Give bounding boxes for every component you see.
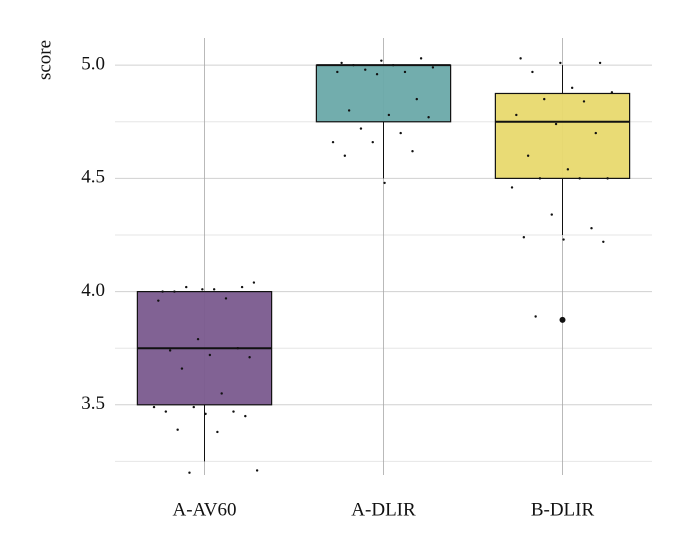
jitter-point bbox=[403, 70, 407, 74]
jitter-point bbox=[252, 281, 256, 284]
jitter-point bbox=[343, 154, 347, 157]
jitter-point bbox=[255, 469, 259, 472]
jitter-point bbox=[531, 70, 534, 74]
jitter-point bbox=[157, 299, 160, 302]
jitter-point bbox=[180, 367, 184, 370]
jitter-point bbox=[415, 97, 418, 101]
jitter-point bbox=[192, 405, 195, 409]
outlier bbox=[559, 316, 566, 323]
x-tick-label: A-DLIR bbox=[351, 499, 416, 520]
jitter-point bbox=[240, 285, 244, 289]
jitter-point bbox=[248, 356, 251, 359]
y-tick-label: 4.5 bbox=[81, 167, 105, 188]
jitter-point bbox=[427, 116, 430, 119]
y-tick-label: 4.0 bbox=[81, 280, 105, 301]
jitter-point bbox=[212, 288, 216, 291]
jitter-point bbox=[399, 131, 402, 135]
jitter-point bbox=[176, 428, 179, 431]
jitter-point bbox=[534, 315, 537, 318]
jitter-point bbox=[359, 127, 363, 130]
jitter-point bbox=[216, 430, 219, 434]
y-tick-label: 3.5 bbox=[81, 393, 105, 414]
jitter-point bbox=[519, 57, 522, 60]
jitter-point bbox=[562, 238, 565, 241]
x-tick-label: A-AV60 bbox=[172, 499, 236, 520]
jitter-point bbox=[559, 61, 562, 65]
jitter-point bbox=[244, 414, 247, 418]
jitter-point bbox=[152, 405, 156, 409]
x-tick-label: B-DLIR bbox=[531, 499, 595, 520]
jitter-point bbox=[340, 61, 343, 65]
jitter-point bbox=[391, 63, 395, 67]
jitter-point bbox=[164, 410, 168, 413]
jitter-point bbox=[554, 122, 558, 126]
jitter-point bbox=[220, 392, 223, 395]
jitter-point bbox=[161, 290, 164, 293]
jitter-point bbox=[510, 186, 514, 189]
y-axis-label: score bbox=[34, 40, 55, 80]
box bbox=[315, 64, 452, 123]
jitter-point bbox=[224, 297, 228, 300]
jitter-point bbox=[522, 236, 526, 239]
jitter-point bbox=[570, 86, 574, 90]
jitter-point bbox=[204, 412, 207, 416]
jitter-point bbox=[188, 471, 191, 474]
jitter-point bbox=[371, 140, 374, 144]
jitter-point bbox=[543, 97, 546, 101]
jitter-point bbox=[526, 154, 530, 157]
jitter-point bbox=[232, 410, 235, 413]
jitter-point bbox=[387, 113, 391, 117]
jitter-point bbox=[380, 59, 383, 62]
jitter-point bbox=[419, 57, 423, 60]
jitter-point bbox=[411, 150, 414, 153]
jitter-point bbox=[352, 63, 355, 67]
jitter-point bbox=[431, 66, 435, 69]
y-tick-label: 5.0 bbox=[81, 54, 105, 75]
jitter-point bbox=[383, 181, 386, 185]
jitter-point bbox=[610, 91, 614, 94]
jitter-point bbox=[515, 113, 518, 117]
jitter-point bbox=[590, 226, 593, 230]
jitter-point bbox=[331, 140, 335, 144]
jitter-point bbox=[336, 70, 339, 74]
jitter-point bbox=[550, 213, 553, 216]
jitter-point bbox=[598, 61, 602, 65]
jitter-point bbox=[606, 177, 609, 180]
jitter-point bbox=[236, 347, 239, 350]
jitter-point bbox=[364, 68, 367, 71]
jitter-point bbox=[173, 290, 176, 293]
jitter-point bbox=[566, 168, 570, 171]
jitter-point bbox=[578, 177, 581, 180]
jitter-point bbox=[347, 109, 351, 112]
jitter-point bbox=[538, 177, 542, 180]
jitter-point bbox=[201, 288, 204, 291]
jitter-point bbox=[582, 100, 586, 103]
jitter-point bbox=[375, 73, 379, 76]
jitter-point bbox=[602, 240, 605, 243]
box bbox=[494, 92, 631, 179]
jitter-point bbox=[594, 131, 597, 135]
jitter-point bbox=[208, 353, 212, 357]
jitter-point bbox=[168, 349, 172, 352]
jitter-point bbox=[196, 337, 200, 341]
jitter-point bbox=[185, 285, 188, 289]
